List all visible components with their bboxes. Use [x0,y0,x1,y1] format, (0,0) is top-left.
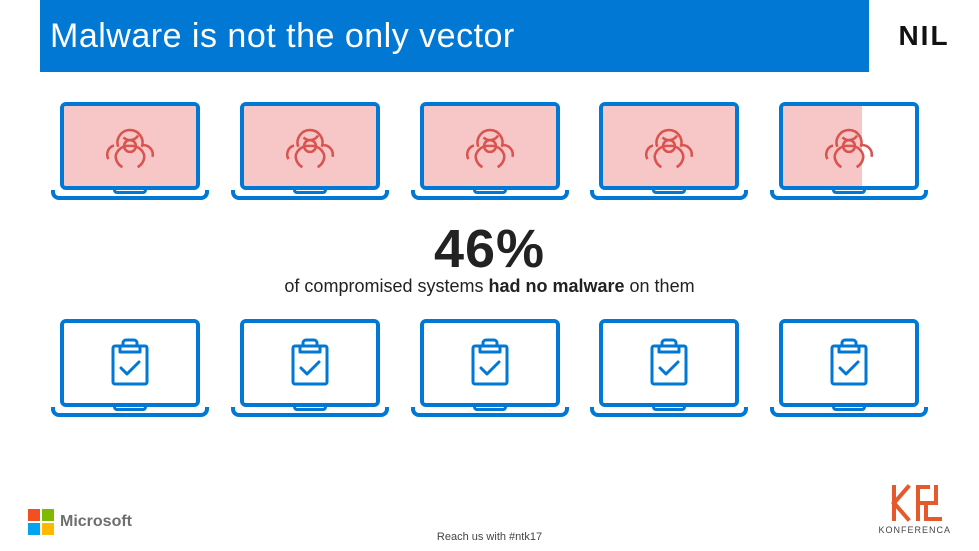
laptop-trackpad-notch [832,188,866,194]
laptop-base [590,407,748,417]
statistic-subtitle: of compromised systems had no malware on… [50,276,929,297]
laptop-screen [779,102,919,190]
laptop-base [51,190,209,200]
biohazard-icon [642,119,696,173]
konferenca-logo: KONFERENCA [878,483,951,535]
laptop-screen-icon-slot [424,106,556,186]
laptop-icon [410,319,570,417]
laptop-screen-icon-slot [64,323,196,403]
laptop-icon [230,102,390,200]
laptop-screen-icon-slot [783,323,915,403]
laptop-base [231,190,389,200]
laptop-icon [50,102,210,200]
laptop-screen-icon-slot [603,106,735,186]
laptop-screen-icon-slot [244,323,376,403]
clipboard-check-icon [287,338,333,388]
laptop-trackpad-notch [652,405,686,411]
laptop-trackpad-notch [473,405,507,411]
clipboard-check-icon [107,338,153,388]
laptop-trackpad-notch [832,405,866,411]
laptop-icon [410,102,570,200]
laptop-screen [60,102,200,190]
laptop-screen [60,319,200,407]
laptop-icon [589,102,749,200]
laptop-screen [420,102,560,190]
clipboard-check-icon [646,338,692,388]
header-bar: Malware is not the only vector [40,0,869,72]
clipboard-check-icon [467,338,513,388]
laptop-base [51,407,209,417]
laptop-screen-icon-slot [783,106,915,186]
ms-sq-green [42,509,54,521]
biohazard-icon [103,119,157,173]
laptop-base [231,407,389,417]
nil-logo: NIL [869,0,979,72]
nil-logo-text: NIL [898,20,949,52]
clean-laptops-row [50,319,929,417]
statistic-sub-prefix: of compromised systems [284,276,488,296]
konferenca-mark-icon [888,483,942,523]
laptop-trackpad-notch [113,405,147,411]
laptop-screen-icon-slot [64,106,196,186]
laptop-icon [50,319,210,417]
laptop-base [770,190,928,200]
laptop-icon [589,319,749,417]
laptop-trackpad-notch [473,188,507,194]
microsoft-logo-text: Microsoft [60,513,132,531]
content: 46% of compromised systems had no malwar… [0,72,979,417]
laptop-base [411,407,569,417]
laptop-icon [769,102,929,200]
biohazard-icon [822,119,876,173]
laptop-screen [240,102,380,190]
laptop-screen-icon-slot [603,323,735,403]
laptop-trackpad-notch [113,188,147,194]
laptop-screen [420,319,560,407]
laptop-screen [599,319,739,407]
laptop-trackpad-notch [293,188,327,194]
biohazard-icon [283,119,337,173]
biohazard-icon [463,119,517,173]
laptop-screen [779,319,919,407]
statistic-value: 46% [50,218,929,280]
statistic-block: 46% of compromised systems had no malwar… [50,218,929,297]
laptop-screen-icon-slot [424,323,556,403]
laptop-trackpad-notch [293,405,327,411]
page-title: Malware is not the only vector [50,17,515,56]
laptop-screen-icon-slot [244,106,376,186]
laptop-icon [769,319,929,417]
infected-laptops-row [50,102,929,200]
footer-hashtag: Reach us with #ntk17 [0,531,979,543]
laptop-base [411,190,569,200]
laptop-base [770,407,928,417]
ms-sq-red [28,509,40,521]
laptop-screen [599,102,739,190]
statistic-sub-suffix: on them [625,276,695,296]
header: Malware is not the only vector NIL [0,0,979,72]
statistic-sub-bold: had no malware [488,276,624,296]
laptop-screen [240,319,380,407]
laptop-base [590,190,748,200]
laptop-trackpad-notch [652,188,686,194]
laptop-icon [230,319,390,417]
clipboard-check-icon [826,338,872,388]
